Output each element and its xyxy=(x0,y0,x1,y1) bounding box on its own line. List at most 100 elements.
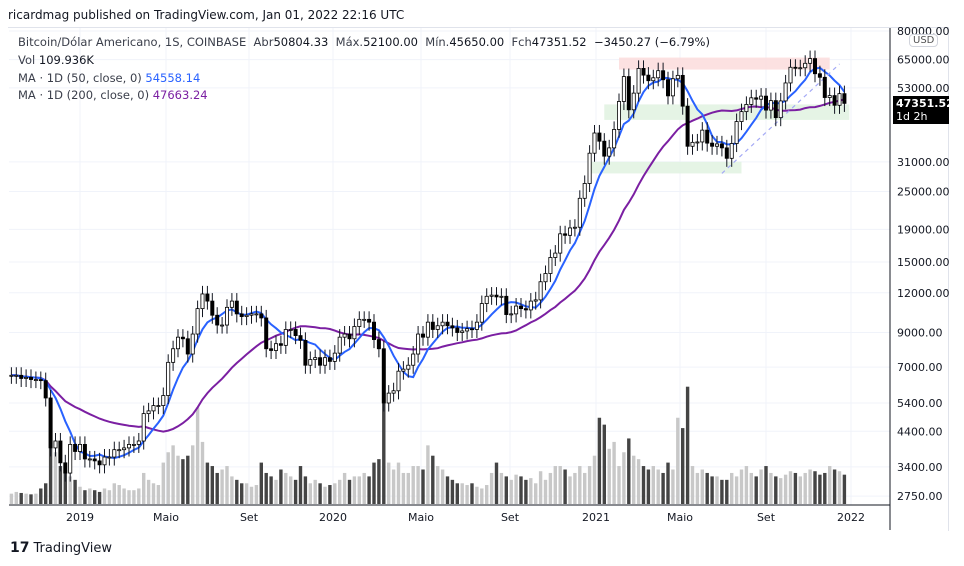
close-label: Fch xyxy=(511,35,532,49)
candle xyxy=(24,377,29,379)
high-label: Máx. xyxy=(335,35,364,49)
volume-bar xyxy=(573,472,577,504)
volume-bar xyxy=(181,459,185,504)
candle xyxy=(107,456,112,459)
candle xyxy=(631,92,636,111)
price-tick: 25000.00 xyxy=(897,186,950,199)
ma200-line xyxy=(11,98,845,433)
volume-bar xyxy=(431,455,435,504)
candle xyxy=(161,395,166,406)
candle xyxy=(318,357,323,366)
candle xyxy=(254,313,259,316)
candle xyxy=(416,333,421,355)
volume-bar xyxy=(264,472,268,504)
volume-bar xyxy=(607,448,611,504)
volume-bar xyxy=(372,462,376,504)
candle xyxy=(82,444,87,460)
candle xyxy=(803,62,808,69)
volume-bar xyxy=(39,488,43,504)
candle xyxy=(33,379,38,381)
candle xyxy=(582,183,587,199)
candle xyxy=(371,321,376,340)
volume-bar xyxy=(230,476,234,504)
volume-bar xyxy=(274,479,278,504)
volume-bar xyxy=(161,462,165,504)
volume-bar xyxy=(538,471,543,504)
volume-bar xyxy=(298,466,303,504)
support-zone[interactable] xyxy=(604,104,850,120)
candle xyxy=(53,440,58,449)
volume-bar xyxy=(548,472,553,504)
candle xyxy=(455,327,460,333)
volume-bar xyxy=(813,471,817,504)
time-tick: 2022 xyxy=(837,511,865,524)
volume-bar xyxy=(578,466,582,504)
candle xyxy=(313,357,318,360)
candle xyxy=(185,338,190,355)
volume-bar xyxy=(534,483,538,504)
candle xyxy=(146,410,151,415)
ma200-value: 47663.24 xyxy=(152,88,208,102)
volume-bar xyxy=(558,466,562,504)
candle xyxy=(322,357,327,366)
volume-bar xyxy=(269,476,273,504)
volume-bar xyxy=(563,469,567,504)
volume-bar xyxy=(798,476,802,504)
candle xyxy=(548,257,553,274)
volume-bar xyxy=(19,492,23,504)
volume-bar xyxy=(377,459,381,504)
publisher-line: ricardmag published on TradingView.com, … xyxy=(8,8,405,22)
volume-bar xyxy=(313,479,317,504)
support-zone[interactable] xyxy=(589,161,742,174)
candle xyxy=(538,281,543,301)
candle xyxy=(621,76,626,102)
candle xyxy=(131,444,136,446)
volume-bar xyxy=(730,472,734,504)
candle xyxy=(435,325,440,330)
volume-bar xyxy=(612,441,616,504)
candle xyxy=(205,293,210,302)
currency-badge[interactable]: USD xyxy=(909,34,939,47)
volume-bar xyxy=(279,469,283,504)
candle xyxy=(734,121,739,144)
volume-bar xyxy=(622,452,626,504)
candle xyxy=(754,97,759,100)
price-tick: 65000.00 xyxy=(897,54,950,67)
volume-bar xyxy=(68,476,72,504)
resistance-zone[interactable] xyxy=(619,57,830,70)
tradingview-footer[interactable]: 17 TradingView xyxy=(10,540,112,556)
candle xyxy=(793,66,798,69)
time-tick: Set xyxy=(501,511,520,524)
ma200-legend[interactable]: MA · 1D (200, close, 0) 47663.24 xyxy=(18,88,208,102)
candle xyxy=(715,143,720,147)
candle xyxy=(528,300,533,311)
candle xyxy=(533,299,538,302)
candle xyxy=(768,100,773,111)
candle xyxy=(283,329,288,346)
price-tick: 12000.00 xyxy=(897,287,950,300)
volume-bar xyxy=(421,469,425,504)
candle xyxy=(14,374,19,377)
candle xyxy=(112,449,117,458)
candle xyxy=(788,66,793,84)
candle xyxy=(362,318,367,321)
candle xyxy=(249,313,254,316)
candle xyxy=(9,374,14,377)
volume-bar xyxy=(695,472,700,504)
volume-bar xyxy=(362,472,366,504)
volume-bar xyxy=(568,476,572,504)
volume-bar xyxy=(661,472,665,504)
candle xyxy=(273,343,278,351)
price-tick: 7000.00 xyxy=(897,361,943,374)
candle xyxy=(102,456,107,466)
volume-bar xyxy=(112,483,116,504)
candle xyxy=(28,377,33,380)
candle xyxy=(597,132,602,142)
ma50-label: MA · 1D (50, close, 0) xyxy=(18,71,142,85)
candle xyxy=(73,444,78,452)
volume-bar xyxy=(636,459,641,504)
ma50-legend[interactable]: MA · 1D (50, close, 0) 54558.14 xyxy=(18,71,200,85)
volume-bar xyxy=(764,466,768,504)
current-price-label: 47351.52 1d 2h xyxy=(893,96,954,124)
